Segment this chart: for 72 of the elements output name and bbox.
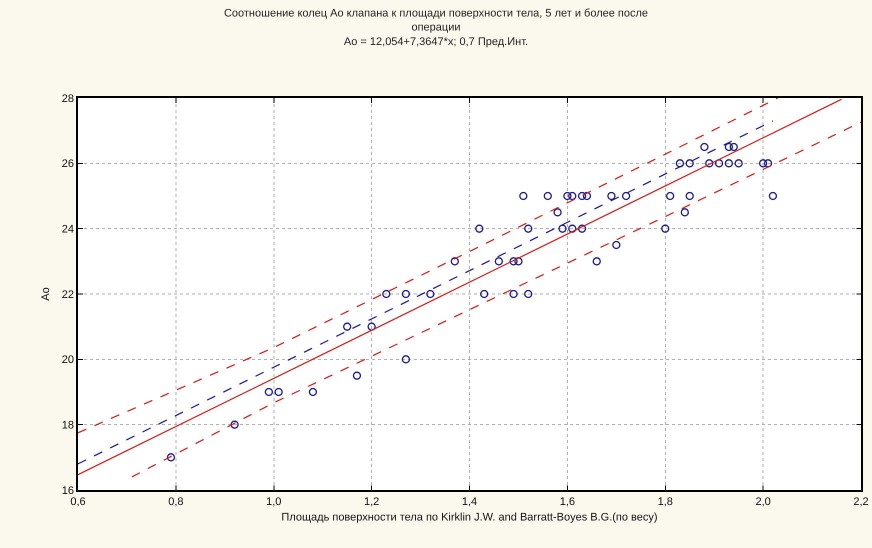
point — [519, 192, 528, 200]
x-tick-label: 1,2 — [364, 496, 380, 508]
point — [686, 159, 694, 168]
x-tick-label: 1,6 — [560, 496, 576, 508]
point — [758, 159, 768, 168]
point — [230, 420, 239, 429]
y-axis-title: Ао — [40, 287, 52, 301]
point — [558, 224, 567, 233]
point — [686, 192, 694, 200]
y-tick-label: 20 — [62, 354, 74, 366]
point — [475, 224, 484, 233]
x-tick-label: 1,4 — [462, 496, 478, 508]
point — [264, 388, 274, 396]
point — [607, 192, 616, 200]
point — [494, 257, 504, 266]
point — [544, 192, 552, 200]
line-series — [131, 122, 861, 478]
point — [700, 142, 709, 152]
point — [592, 257, 601, 266]
chart-title: Соотношение колец Ао клапана к площади поверхности тела, 5 лет и более после операции — [224, 7, 648, 34]
x-axis-title: Площадь поверхности тела по Kirklin J.W. and Barratt-Boyes B.G.(по весу) — [281, 512, 658, 524]
point — [509, 257, 518, 266]
point — [352, 372, 362, 380]
point — [274, 388, 283, 396]
point — [509, 290, 518, 298]
x-tick-label: 1,0 — [266, 496, 282, 508]
point — [308, 388, 318, 396]
point — [714, 159, 724, 168]
point — [680, 208, 689, 216]
y-tick-label: 22 — [62, 288, 74, 301]
x-tick-label: 1,8 — [658, 496, 673, 508]
y-tick-label: 28 — [62, 92, 74, 105]
x-tick-label: 2,0 — [755, 496, 771, 508]
point — [426, 290, 434, 298]
point — [524, 224, 532, 233]
point — [730, 142, 738, 152]
point — [166, 453, 176, 462]
y-tick-label: 18 — [62, 420, 74, 432]
point — [480, 290, 488, 298]
point — [524, 290, 532, 298]
point — [724, 159, 734, 168]
y-tick-label: 24 — [62, 224, 74, 236]
point — [705, 159, 714, 168]
point — [734, 159, 743, 168]
point — [622, 192, 630, 200]
x-tick-label: 0,6 — [70, 496, 86, 508]
point — [568, 224, 576, 233]
point — [402, 355, 410, 364]
point — [661, 224, 670, 233]
point — [553, 208, 562, 216]
point — [582, 192, 592, 200]
point — [676, 159, 684, 168]
point — [724, 142, 734, 152]
point — [578, 192, 586, 200]
point — [612, 240, 620, 250]
point — [666, 192, 674, 200]
point — [367, 322, 376, 331]
point — [768, 192, 778, 200]
y-tick-label: 26 — [62, 158, 74, 170]
y-tick-label: 16 — [62, 484, 74, 497]
point — [450, 257, 459, 266]
point — [402, 290, 410, 298]
point — [578, 224, 586, 233]
point — [382, 290, 390, 298]
chart-subtitle: Ао = 12,054+7,3647*x; 0,7 Пред.Инт. — [344, 36, 528, 48]
point — [563, 192, 572, 200]
x-tick-label: 2,2 — [853, 496, 869, 508]
point — [764, 159, 772, 168]
point — [343, 322, 352, 331]
x-tick-label: 0,8 — [168, 496, 184, 508]
point — [514, 257, 523, 266]
point — [568, 192, 576, 200]
